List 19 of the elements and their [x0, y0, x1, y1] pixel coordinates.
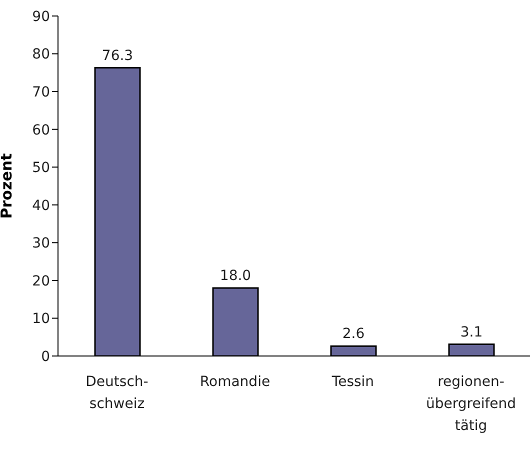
y-axis-title: Prozent: [0, 153, 16, 219]
x-tick-label: Deutsch- schweiz: [86, 374, 148, 412]
y-tick-label: 80: [32, 46, 50, 63]
y-tick-label: 90: [32, 8, 50, 25]
data-label: 3.1: [460, 324, 483, 340]
x-tick-label: Tessin: [330, 374, 374, 390]
data-label: 76.3: [102, 48, 134, 64]
y-tick-label: 20: [32, 273, 50, 290]
y-tick-label: 0: [41, 348, 50, 365]
y-tick-label: 50: [32, 160, 50, 176]
y-tick-label: 30: [32, 236, 50, 252]
x-tick-label: regionen- übergreifend tätig: [426, 374, 516, 434]
y-tick-label: 10: [32, 311, 50, 328]
y-tick-label: 40: [32, 198, 50, 214]
x-tick-label: Romandie: [200, 374, 270, 390]
y-tick-label: 70: [32, 84, 50, 101]
data-label: 18.0: [220, 268, 252, 284]
data-label: 2.6: [342, 326, 365, 342]
y-tick-label: 60: [32, 122, 50, 138]
